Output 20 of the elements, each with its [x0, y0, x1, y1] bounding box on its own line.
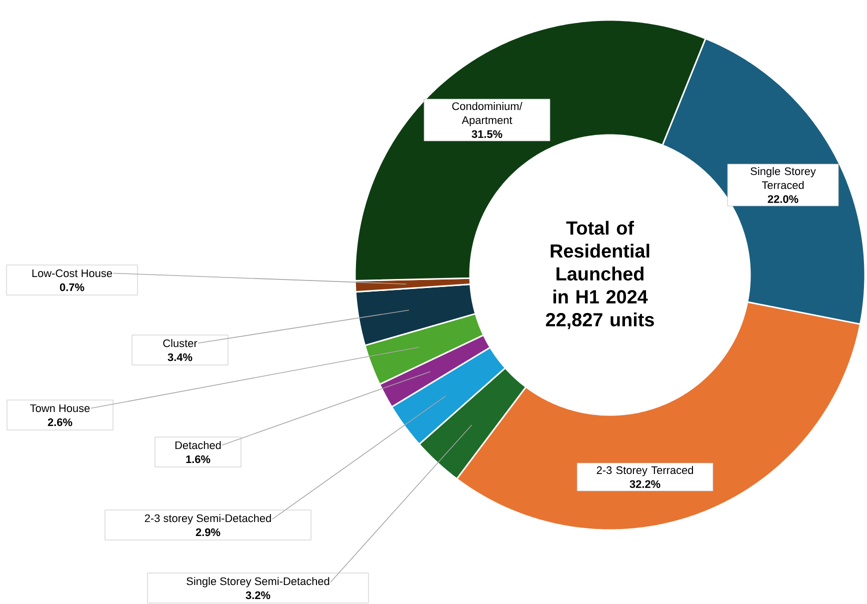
slice-label: Detached	[175, 441, 221, 450]
data-label: 31.5%	[472, 130, 502, 138]
data-label: 1.6%	[186, 455, 210, 464]
text: Total of Residential Launched in H1 2024	[550, 220, 650, 304]
slice-label: 2-3 Storey Terraced	[596, 466, 694, 476]
data-label: 0.7%	[60, 283, 84, 292]
text: 22,827 units	[546, 312, 654, 330]
data-label: 3.2%	[246, 591, 270, 600]
data-label: 3.4%	[168, 353, 192, 362]
slice-label: Single Storey Terraced	[750, 167, 816, 190]
slice-label: Low-Cost House	[32, 269, 112, 278]
data-label: 2.9%	[196, 528, 220, 536]
data-label: 32.2%	[630, 480, 660, 488]
slice-label: Condominium/ Apartment	[452, 102, 522, 126]
slice-label: 2-3 storey Semi-Detached	[144, 514, 271, 524]
data-label: 22.0%	[768, 195, 798, 203]
data-label: 2.6%	[48, 418, 72, 426]
slice-label: Town House	[30, 404, 90, 412]
slice-label: Single Storey Semi-Detached	[186, 577, 330, 588]
slice-label: Cluster	[163, 339, 198, 348]
